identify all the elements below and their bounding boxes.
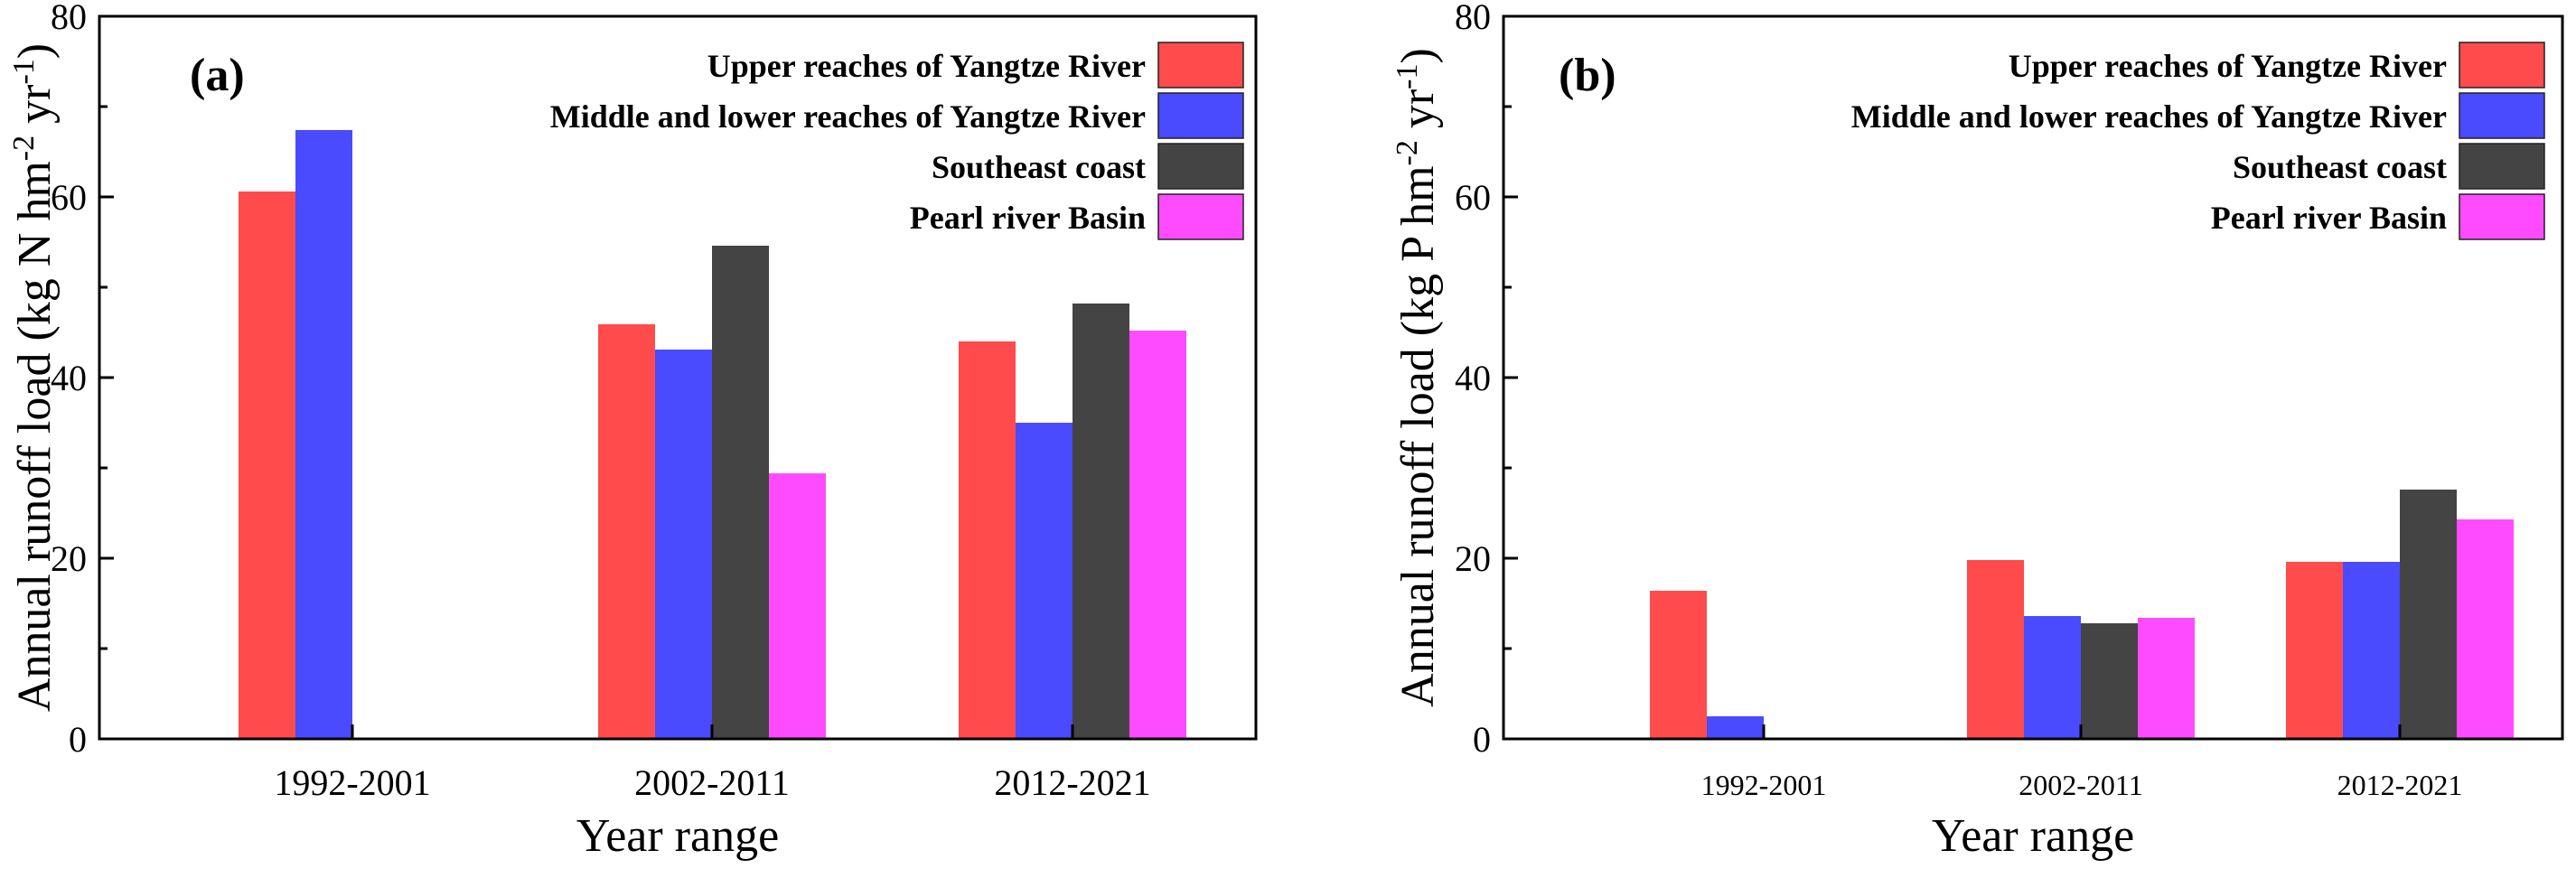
panel-a-legend-swatch	[1157, 42, 1244, 89]
panel-b-x-tick-label: 2012-2021	[2337, 769, 2463, 801]
panel-b-bar-2-1	[2343, 562, 2400, 739]
panel-b-legend-swatch	[2459, 42, 2545, 89]
panel-a-bar-1-2	[712, 246, 769, 739]
panel-b-bar-1-0	[1967, 560, 2024, 739]
panel-b-legend-label: Southeast coast	[2233, 149, 2447, 185]
panel-b-chart: 0 20 40 60 80 1992-2001 2002-2011 2012-2021 (b)…	[1391, 0, 2564, 862]
panel-a-ticks: 0 20 40 60 80 1992-2001 2002-2011 2012-2021	[51, 0, 1151, 803]
panel-a-y-tick-label: 60	[51, 177, 87, 218]
panel-a-legend-swatch	[1157, 193, 1244, 240]
panel-a-y-axis-title: Annual runoff load (kg N hm-2 yr-1)	[7, 43, 61, 712]
panel-b-y-tick-label: 80	[1455, 0, 1491, 37]
panel-a-legend-swatch	[1157, 143, 1244, 190]
panel-b-legend-label: Middle and lower reaches of Yangtze Rive…	[1851, 98, 2447, 135]
panel-a-bar-1-1	[655, 350, 712, 739]
panel-b-x-tick-label: 2002-2011	[2019, 769, 2142, 801]
panel-a-bar-2-2	[1073, 304, 1129, 739]
panel-b-legend-label: Upper reaches of Yangtze River	[2009, 48, 2447, 84]
panel-b-bar-0-0	[1650, 591, 1707, 739]
panel-b-y-tick-label: 0	[1473, 719, 1491, 760]
panel-a-legend: Upper reaches of Yangtze River Middle and…	[550, 42, 1244, 240]
panel-a-legend-label: Southeast coast	[932, 149, 1146, 185]
panel-a-bar-0-1	[295, 130, 352, 739]
panel-b-bar-2-2	[2400, 490, 2457, 739]
panel-a-label: (a)	[190, 50, 245, 101]
panel-a-y-tick-label: 80	[51, 0, 87, 37]
panel-a-legend-swatch	[1157, 92, 1244, 139]
panel-a-x-axis-title: Year range	[576, 810, 779, 862]
panel-b-legend-swatch	[2459, 92, 2545, 139]
panel-b-legend-swatch	[2459, 193, 2545, 240]
panel-b-y-tick-label: 60	[1455, 177, 1491, 218]
panel-b-label: (b)	[1559, 50, 1616, 101]
panel-b-bar-1-1	[2024, 616, 2081, 739]
panel-a-y-tick-label: 20	[51, 538, 87, 579]
panel-a-x-tick-label: 2012-2021	[994, 762, 1150, 803]
panel-b-y-axis-title: Annual runoff load (kg P hm-2 yr-1)	[1391, 48, 1445, 707]
panel-b-legend: Upper reaches of Yangtze River Middle and…	[1851, 42, 2545, 240]
panel-a-x-tick-label: 1992-2001	[274, 762, 430, 803]
panel-a-bar-2-1	[1016, 423, 1073, 739]
panel-b-x-tick-label: 1992-2001	[1701, 769, 1827, 801]
panel-b-bar-0-1	[1707, 716, 1764, 739]
panel-b-y-tick-label: 40	[1455, 358, 1491, 398]
panel-b-bar-1-2	[2081, 623, 2138, 739]
panel-b-bar-1-3	[2138, 618, 2195, 739]
panel-a-y-tick-label: 40	[51, 358, 87, 398]
panel-a-bar-1-0	[598, 324, 655, 739]
panel-a-bar-2-0	[959, 341, 1016, 739]
panel-b-x-axis-title: Year range	[1932, 810, 2134, 862]
panel-a-y-tick-label: 0	[69, 719, 87, 760]
panel-b-bar-2-3	[2457, 519, 2514, 739]
panel-b-ticks: 0 20 40 60 80 1992-2001 2002-2011 2012-2021	[1455, 0, 2462, 801]
panel-b-legend-swatch	[2459, 143, 2545, 190]
panel-a-legend-label: Pearl river Basin	[910, 200, 1146, 236]
panel-b-y-tick-label: 20	[1455, 538, 1491, 579]
panel-b-bar-2-0	[2286, 562, 2343, 739]
panel-a-legend-label: Upper reaches of Yangtze River	[707, 48, 1146, 84]
panel-a-bars	[239, 130, 1186, 739]
panel-b-legend-label: Pearl river Basin	[2211, 200, 2447, 236]
panel-a-x-tick-label: 2002-2011	[634, 762, 790, 803]
panel-a-bar-2-3	[1129, 331, 1186, 739]
panel-a-bar-1-3	[769, 473, 826, 739]
panel-b-bars	[1650, 490, 2514, 739]
panel-a-chart: 0 20 40 60 80 1992-2001 2002-2011 2012-2021 (a)…	[7, 0, 1258, 862]
panel-a-legend-label: Middle and lower reaches of Yangtze Rive…	[550, 98, 1146, 135]
panel-a-bar-0-0	[239, 191, 295, 739]
